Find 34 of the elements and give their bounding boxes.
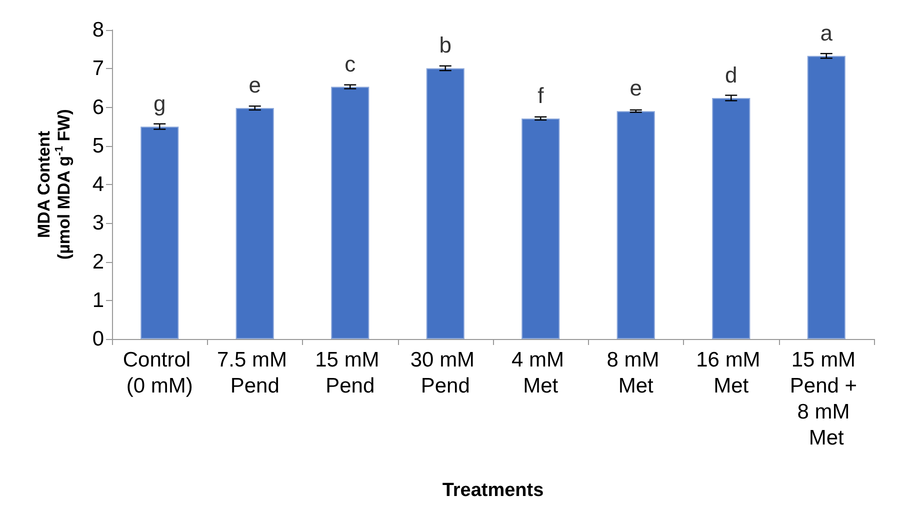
y-tick-label: 5 [92, 134, 104, 158]
y-tick-label: 8 [92, 18, 104, 42]
x-tick-label: Control (0 mM) [122, 348, 196, 398]
bar [807, 56, 846, 339]
bar [712, 98, 750, 339]
x-tick-label: 15 mM Pend [315, 348, 386, 398]
annotation: e [248, 72, 261, 98]
y-tick-label: 0 [92, 328, 104, 350]
annotation: b [439, 32, 452, 58]
bar [140, 126, 179, 339]
bar [426, 68, 464, 339]
bar [236, 108, 274, 339]
annotation: a [820, 20, 834, 46]
x-tick-label: 16 mM Met [696, 348, 766, 398]
annotation: g [154, 91, 166, 116]
y-tick-label: 2 [92, 250, 104, 274]
bar [522, 118, 560, 339]
y-tick-label: 4 [92, 173, 104, 196]
x-tick-label: 30 mM Pend [410, 348, 480, 398]
annotation: d [725, 62, 738, 88]
y-tick-label: 6 [92, 96, 104, 119]
x-tick-label: 15 mM Pend + 8 mM Met [790, 348, 863, 450]
y-tick-label: 3 [92, 212, 104, 235]
x-tick-label: 8 mM Met [606, 348, 666, 398]
x-axis-title: Treatments [442, 480, 544, 501]
bar [616, 111, 655, 339]
annotation: e [630, 76, 642, 101]
bar [331, 86, 370, 339]
x-tick-label: 4 mM Met [511, 348, 570, 398]
y-tick-label: 7 [92, 57, 104, 80]
annotation: f [538, 82, 545, 108]
y-tick-label: 1 [92, 288, 104, 312]
annotation: c [344, 51, 356, 76]
x-tick-label: 7.5 mM Pend [216, 348, 293, 398]
